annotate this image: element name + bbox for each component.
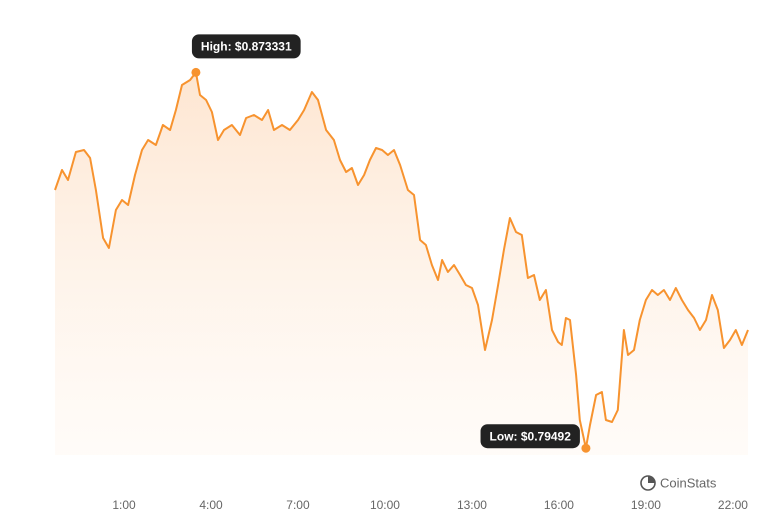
x-tick-label: 4:00 [199, 498, 223, 512]
annotation-box [191, 34, 301, 59]
annotation-text: High: $0.873331 [201, 40, 292, 54]
x-tick-label: 1:00 [112, 498, 136, 512]
price-area [55, 72, 748, 456]
x-tick-label: 19:00 [631, 498, 661, 512]
annotation-label: Low: $0.79492 [480, 424, 580, 449]
x-tick-label: 7:00 [286, 498, 310, 512]
brand-logo: CoinStats [640, 475, 717, 491]
x-tick-label: 10:00 [370, 498, 400, 512]
x-tick-label: 13:00 [457, 498, 487, 512]
annotation-point [191, 67, 201, 77]
annotation-label: High: $0.873331 [191, 34, 301, 59]
annotation-point [581, 443, 591, 453]
price-line [54, 71, 749, 450]
x-tick-label: 22:00 [718, 498, 748, 512]
annotation-box [480, 424, 580, 449]
brand-name: CoinStats [660, 475, 717, 490]
x-tick-label: 16:00 [544, 498, 574, 512]
annotation-text: Low: $0.79492 [490, 429, 572, 443]
